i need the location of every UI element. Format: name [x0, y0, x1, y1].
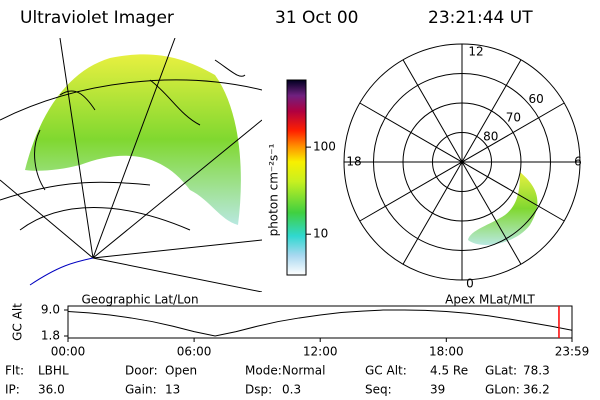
info-value: 36.2: [523, 383, 550, 397]
info-value: Open: [165, 364, 197, 378]
info-value: 36.0: [38, 383, 65, 397]
altitude-line: [67, 309, 573, 337]
x-tick-label: 06:00: [177, 345, 212, 359]
mlat-ring: [432, 132, 492, 192]
colorbar-label: photon cm⁻²s⁻¹: [267, 143, 281, 236]
colorbar-tick-label: 10: [313, 227, 328, 241]
info-label: GLat:: [485, 364, 517, 378]
info-label: IP:: [5, 383, 20, 397]
aurora: [468, 172, 538, 245]
panel-label: Apex MLat/MLT: [445, 293, 535, 307]
mlt-label: 0: [466, 277, 474, 291]
date: 31 Oct 00: [275, 8, 358, 28]
y-tick-label: 1.8: [41, 329, 60, 343]
info-label: Mode:: [245, 364, 282, 378]
x-tick-label: 23:59: [555, 345, 590, 359]
panel-label: Geographic Lat/Lon: [81, 293, 198, 307]
mlat-ring: [373, 73, 551, 251]
info-value: Normal: [282, 364, 325, 378]
info-value: LBHL: [38, 364, 69, 378]
info-label: Gain:: [125, 383, 157, 397]
info-value: 4.5 Re: [430, 364, 468, 378]
mlt-label: 12: [468, 45, 483, 59]
instrument: Ultraviolet Imager: [20, 8, 174, 28]
info-label: GLon:: [485, 383, 520, 397]
y-axis-label: GC Alt: [11, 303, 25, 341]
mlat-label: 60: [529, 92, 544, 106]
info-label: Seq:: [365, 383, 392, 397]
x-tick-label: 12:00: [303, 345, 338, 359]
lon-line: [0, 38, 262, 292]
colorbar-tick-label: 100: [313, 140, 336, 154]
mlat-label: 80: [483, 130, 498, 144]
mlat-label: 70: [506, 111, 521, 125]
info-value: 78.3: [523, 364, 550, 378]
geo-map: [0, 38, 262, 292]
info-label: Dsp:: [245, 383, 272, 397]
info-value: 39: [430, 383, 445, 397]
aurora: [25, 54, 241, 225]
colorbar: [286, 79, 307, 276]
info-label: Door:: [125, 364, 158, 378]
info-label: GC Alt:: [365, 364, 407, 378]
y-tick-label: 9.0: [41, 303, 60, 317]
info-value: 0.3: [282, 383, 301, 397]
x-tick-label: 00:00: [51, 345, 86, 359]
mlt-label: 6: [574, 155, 582, 169]
mlat-ring: [402, 102, 522, 222]
info-label: Flt:: [5, 364, 24, 378]
alt-plot-frame: [67, 305, 573, 339]
lat-line: [0, 79, 262, 231]
time: 23:21:44 UT: [428, 8, 533, 28]
coastline: [34, 59, 246, 191]
info-value: 13: [165, 383, 180, 397]
ground-track: [29, 257, 94, 286]
polar-spoke: [359, 102, 565, 222]
mlt-label: 18: [346, 155, 361, 169]
x-tick-label: 18:00: [429, 345, 464, 359]
